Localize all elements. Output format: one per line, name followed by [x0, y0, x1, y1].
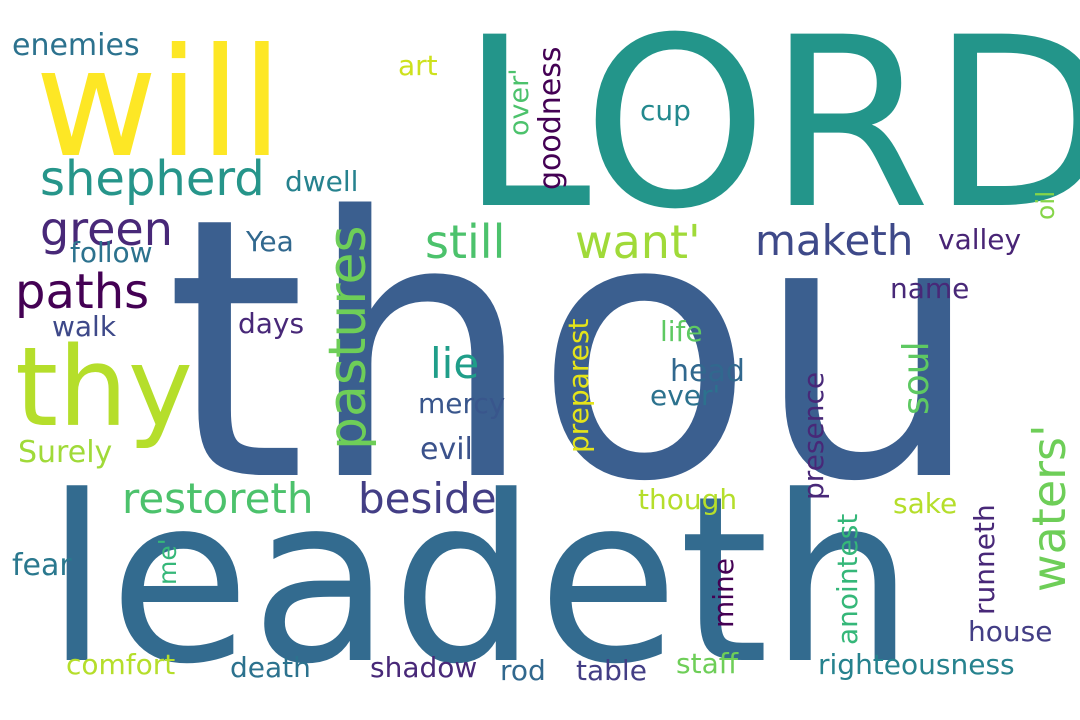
word-head: head	[670, 354, 745, 389]
word-paths: paths	[15, 264, 149, 320]
word-pastures: pastures	[318, 225, 378, 450]
word-yea: Yea	[245, 225, 294, 258]
word-life: life	[660, 315, 703, 348]
word-days: days	[238, 307, 304, 340]
word-waters: waters'	[1022, 424, 1076, 592]
word-preparest: preparest	[562, 318, 595, 453]
word-runneth: runneth	[968, 504, 1001, 615]
word-mercy: mercy	[418, 387, 505, 420]
word-walk: walk	[52, 310, 117, 343]
word-table: table	[576, 654, 647, 687]
word-though: though	[638, 483, 737, 516]
word-still: still	[425, 215, 505, 269]
word-restoreth: restoreth	[122, 474, 314, 523]
word-surely: Surely	[18, 435, 112, 470]
word-ever: ever'	[650, 379, 720, 412]
word-leadeth: leadeth	[45, 448, 915, 715]
word-want: want'	[575, 215, 701, 269]
word-comfort: comfort	[66, 648, 175, 681]
word-presence: presence	[797, 372, 830, 500]
word-oil: oil	[1031, 191, 1060, 220]
word-anointest: anointest	[831, 514, 864, 645]
word-green: green	[40, 202, 173, 256]
word-cup: cup	[640, 94, 691, 127]
word-righteousness: righteousness	[818, 648, 1015, 681]
word-name: name	[890, 272, 969, 305]
word-over: over'	[504, 68, 535, 136]
word-shepherd: shepherd	[40, 151, 265, 207]
word-art: art	[398, 49, 438, 82]
word-staff: staff	[676, 647, 739, 680]
word-evil: evil	[420, 432, 473, 467]
word-beside: beside	[358, 474, 497, 523]
word-lord: LORD	[460, 0, 1080, 261]
word-valley: valley	[938, 223, 1021, 256]
word-mine: mine	[707, 558, 740, 628]
word-sake: sake	[893, 487, 957, 520]
word-lie: lie	[430, 339, 479, 388]
word-fear: fear	[12, 548, 72, 583]
word-maketh: maketh	[755, 216, 913, 265]
word-dwell: dwell	[285, 165, 358, 198]
word-will: will	[35, 17, 283, 191]
word-shadow: shadow	[370, 651, 477, 684]
word-rod: rod	[500, 654, 546, 687]
word-enemies: enemies	[12, 28, 140, 63]
word-me: me'	[153, 538, 182, 585]
word-death: death	[230, 651, 311, 684]
word-follow: follow	[70, 236, 153, 269]
word-thy: thy	[15, 323, 193, 451]
word-house: house	[968, 615, 1052, 648]
word-soul: soul	[896, 341, 937, 415]
word-thou: thou	[165, 141, 983, 560]
word-goodness: goodness	[533, 46, 568, 190]
